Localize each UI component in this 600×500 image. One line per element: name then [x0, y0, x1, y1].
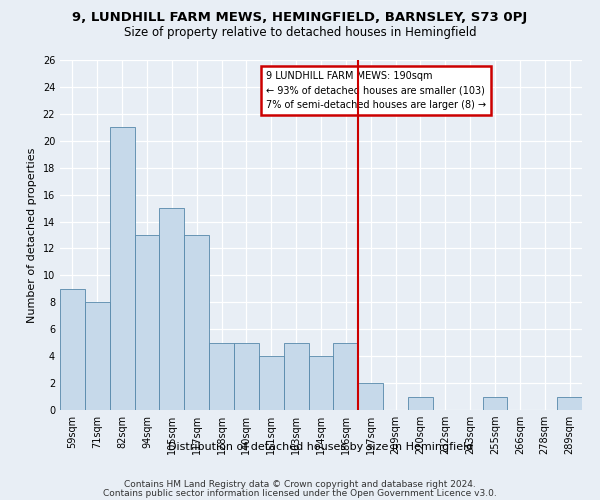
Text: Contains public sector information licensed under the Open Government Licence v3: Contains public sector information licen… — [103, 488, 497, 498]
Bar — [60, 289, 85, 410]
Text: Contains HM Land Registry data © Crown copyright and database right 2024.: Contains HM Land Registry data © Crown c… — [124, 480, 476, 489]
Bar — [557, 396, 582, 410]
Bar — [358, 383, 383, 410]
Text: 9 LUNDHILL FARM MEWS: 190sqm
← 93% of detached houses are smaller (103)
7% of se: 9 LUNDHILL FARM MEWS: 190sqm ← 93% of de… — [266, 70, 487, 110]
Bar — [259, 356, 284, 410]
Bar — [209, 342, 234, 410]
Bar — [85, 302, 110, 410]
Bar — [160, 208, 184, 410]
Bar — [134, 235, 160, 410]
Bar — [482, 396, 508, 410]
Bar — [408, 396, 433, 410]
Text: 9, LUNDHILL FARM MEWS, HEMINGFIELD, BARNSLEY, S73 0PJ: 9, LUNDHILL FARM MEWS, HEMINGFIELD, BARN… — [73, 11, 527, 24]
Text: Size of property relative to detached houses in Hemingfield: Size of property relative to detached ho… — [124, 26, 476, 39]
Text: Distribution of detached houses by size in Hemingfield: Distribution of detached houses by size … — [169, 442, 473, 452]
Bar — [284, 342, 308, 410]
Bar — [234, 342, 259, 410]
Bar — [334, 342, 358, 410]
Bar — [184, 235, 209, 410]
Y-axis label: Number of detached properties: Number of detached properties — [27, 148, 37, 322]
Bar — [110, 128, 134, 410]
Bar — [308, 356, 334, 410]
